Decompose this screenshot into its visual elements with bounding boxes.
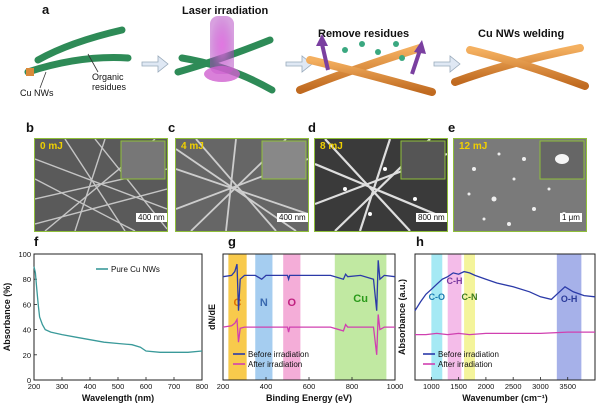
band-label-n: N bbox=[260, 297, 268, 309]
panel-label-d: d bbox=[308, 120, 316, 135]
y-axis-label: dN/dE bbox=[207, 304, 217, 330]
y-axis-label: Absorbance (%) bbox=[2, 283, 12, 352]
band-label-cu: Cu bbox=[353, 293, 368, 305]
band-o-h bbox=[556, 254, 582, 380]
x-tick-label: 400 bbox=[84, 382, 97, 391]
panel-label-h: h bbox=[416, 234, 424, 249]
legend-label-0: Pure Cu NWs bbox=[111, 265, 160, 274]
energy-label-b: 0 mJ bbox=[40, 141, 63, 152]
y-axis-label: Absorbance (a.u.) bbox=[397, 279, 407, 355]
scale-bar-e: 1 μm bbox=[560, 213, 582, 222]
schematic-diagram bbox=[24, 16, 589, 96]
arrow-icon bbox=[141, 55, 169, 73]
energy-label-c: 4 mJ bbox=[181, 141, 204, 152]
x-axis-label: Wavelength (nm) bbox=[82, 393, 154, 403]
series-line-0 bbox=[414, 270, 596, 312]
y-tick-label: 60 bbox=[23, 300, 31, 309]
x-tick-label: 200 bbox=[28, 382, 41, 391]
x-tick-label: 600 bbox=[303, 382, 316, 391]
band-label-c-n: C-N bbox=[462, 292, 478, 302]
y-tick-label: 100 bbox=[18, 250, 31, 259]
x-tick-label: 3500 bbox=[559, 382, 576, 391]
arrow-icon bbox=[433, 55, 461, 73]
x-tick-label: 300 bbox=[56, 382, 69, 391]
series-line-1 bbox=[415, 331, 595, 336]
x-tick-label: 3000 bbox=[532, 382, 549, 391]
stage3-wires bbox=[296, 34, 436, 96]
x-tick-label: 1500 bbox=[450, 382, 467, 391]
x-tick-label: 600 bbox=[140, 382, 153, 391]
panel-label-a: a bbox=[42, 2, 50, 17]
legend-label-0: Before irradiation bbox=[248, 350, 309, 359]
x-tick-label: 200 bbox=[217, 382, 230, 391]
x-tick-label: 700 bbox=[168, 382, 181, 391]
chart-g: C N O Cu 200 400 600 800 1000 Binding Energy (eV)… bbox=[207, 253, 404, 403]
x-tick-label: 500 bbox=[112, 382, 125, 391]
band-n bbox=[255, 254, 273, 380]
series-line-0 bbox=[33, 266, 203, 353]
stage1-wires bbox=[24, 26, 132, 89]
panel-label-b: b bbox=[26, 120, 34, 135]
panel-label-e: e bbox=[448, 120, 456, 135]
legend-label-1: After irradiation bbox=[248, 360, 302, 369]
band-label-c-o: C-O bbox=[429, 292, 446, 302]
band-c-o bbox=[431, 254, 443, 380]
band-label-o: O bbox=[288, 297, 297, 309]
legend-label-1: After irradiation bbox=[438, 360, 492, 369]
energy-label-d: 8 mJ bbox=[320, 141, 343, 152]
band-c-n bbox=[464, 254, 475, 380]
plot-frame bbox=[414, 253, 596, 381]
sem-image-c bbox=[175, 138, 309, 232]
x-tick-label: 2500 bbox=[505, 382, 522, 391]
x-tick-label: 1000 bbox=[387, 382, 404, 391]
x-axis-label: Binding Energy (eV) bbox=[266, 393, 352, 403]
band-label-o-h: O-H bbox=[561, 294, 578, 304]
band-o bbox=[283, 254, 301, 380]
y-tick-label: 20 bbox=[23, 351, 31, 360]
step-remove-residues: Remove residues bbox=[318, 28, 410, 40]
y-tick-label: 40 bbox=[23, 326, 31, 335]
arrow-icon bbox=[285, 55, 313, 73]
scale-bar-d: 800 nm bbox=[416, 213, 447, 222]
step-laser-irradiation: Laser irradiation bbox=[182, 5, 269, 17]
x-tick-label: 1000 bbox=[423, 382, 440, 391]
step-cu-welding: Cu NWs welding bbox=[478, 28, 565, 40]
chart-f: 200 300 400 500 600 700 800 0 20 40 60 80 100 Wavelen… bbox=[2, 250, 209, 403]
y-tick-label: 0 bbox=[27, 376, 31, 385]
y-tick-label: 80 bbox=[23, 275, 31, 284]
chart-h: C-OC-H C-N O-H 1000 1500 2000 2500 3000 3500 Wave… bbox=[397, 253, 596, 403]
x-tick-label: 800 bbox=[196, 382, 209, 391]
x-tick-label: 400 bbox=[260, 382, 273, 391]
annotation-cu-nws: Cu NWs bbox=[20, 88, 54, 98]
x-axis-label: Wavenumber (cm⁻¹) bbox=[462, 393, 547, 403]
x-tick-label: 800 bbox=[346, 382, 359, 391]
band-c-h bbox=[447, 254, 462, 380]
stage4-wires bbox=[451, 44, 589, 90]
series-line-0 bbox=[222, 260, 396, 311]
annotation-organic-residues: Organic residues bbox=[92, 72, 127, 92]
laser-beam-icon bbox=[210, 16, 234, 74]
energy-label-e: 12 mJ bbox=[459, 141, 488, 152]
band-c bbox=[228, 254, 247, 380]
x-tick-label: 2000 bbox=[478, 382, 495, 391]
band-label-c: C bbox=[234, 297, 242, 309]
stage2-wires bbox=[174, 16, 276, 94]
scale-bar-c: 400 nm bbox=[277, 213, 308, 222]
series-line-1 bbox=[222, 314, 395, 355]
scale-bar-b: 400 nm bbox=[136, 213, 167, 222]
panel-label-c: c bbox=[168, 120, 176, 135]
legend-label-0: Before irradiation bbox=[438, 350, 499, 359]
panel-label-f: f bbox=[34, 234, 39, 249]
panel-label-g: g bbox=[228, 234, 236, 249]
band-label-c-h: C-H bbox=[447, 276, 463, 286]
